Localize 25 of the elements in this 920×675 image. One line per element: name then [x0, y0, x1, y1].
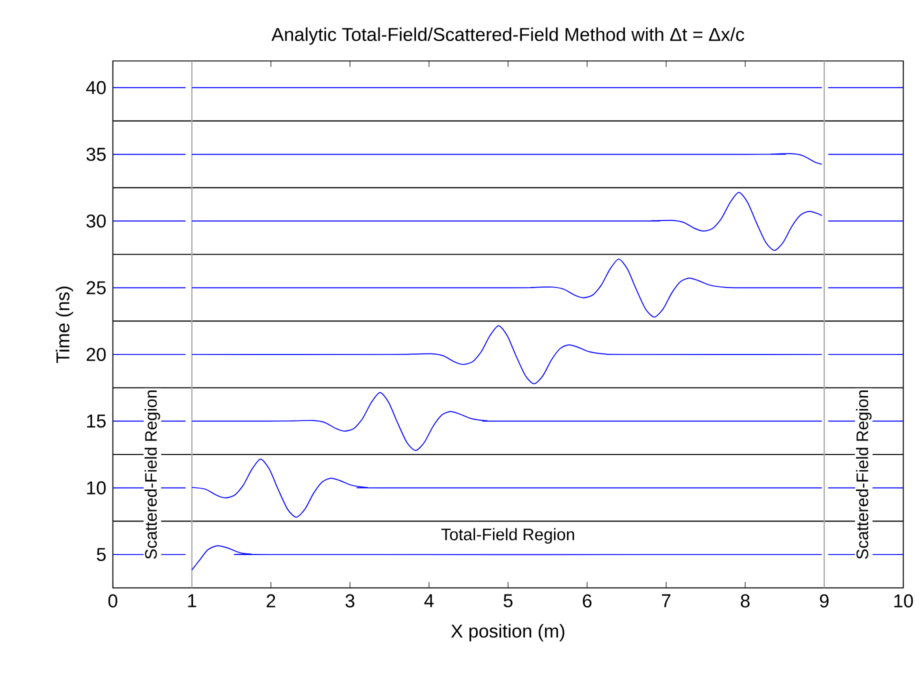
x-axis-title: X position (m) [451, 624, 564, 642]
x-tick-label: 4 [424, 594, 434, 607]
y-tick-label: 5 [96, 548, 106, 561]
y-tick-label: 25 [86, 280, 106, 294]
annotation: Total-Field Region [441, 528, 574, 544]
x-tick-label: 1 [188, 594, 196, 607]
annotation: Scattered-Field Region [856, 390, 872, 559]
x-tick-label: 10 [894, 594, 913, 608]
chart-title: Analytic Total-Field/Scattered-Field Method with Δt = Δx/c [271, 27, 744, 45]
y-tick-label: 35 [86, 148, 106, 161]
annotation: Scattered-Field Region [144, 390, 160, 559]
y-tick-label: 20 [86, 348, 106, 361]
x-tick-label: 0 [108, 594, 118, 608]
x-tick-label: 3 [346, 594, 354, 608]
x-tick-label: 6 [582, 594, 592, 608]
y-tick-label: 40 [86, 80, 106, 94]
y-tick-label: 30 [86, 214, 106, 228]
x-tick-label: 9 [820, 594, 829, 608]
y-axis-title: Time (ns) [56, 286, 74, 363]
x-tick-label: 8 [740, 594, 750, 608]
y-tick-label: 15 [87, 414, 106, 428]
x-tick-label: 7 [662, 594, 670, 607]
y-tick-label: 10 [87, 481, 106, 494]
x-tick-label: 2 [266, 594, 276, 608]
x-tick-label: 5 [504, 594, 512, 608]
